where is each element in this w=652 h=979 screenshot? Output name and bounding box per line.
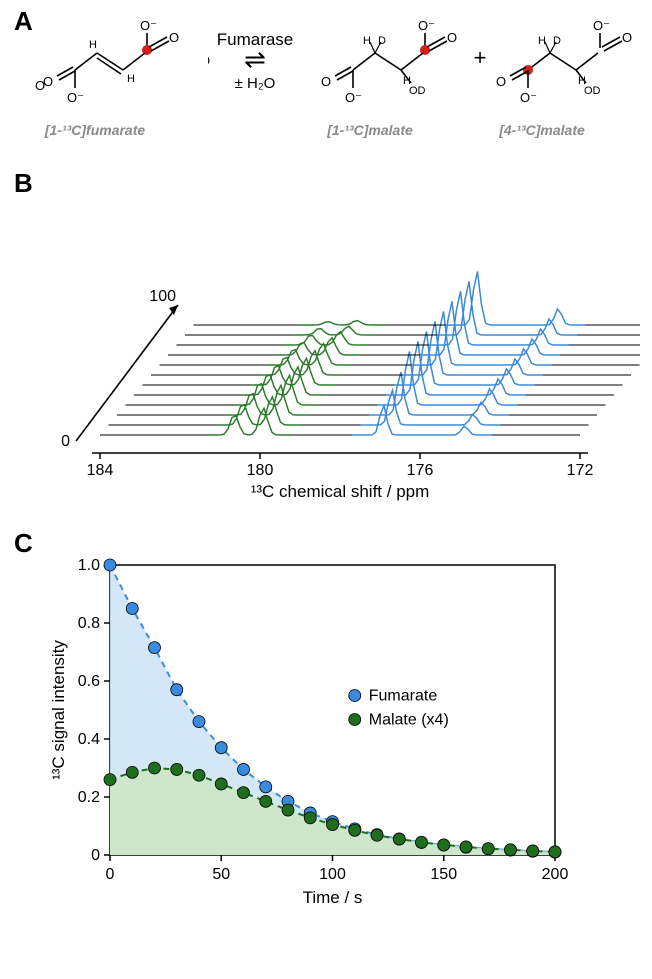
plus-sign: +: [474, 45, 487, 70]
svg-text:0: 0: [106, 866, 115, 883]
svg-text:OD: OD: [409, 85, 426, 97]
svg-text:O: O: [447, 30, 457, 45]
svg-text:176: 176: [407, 462, 434, 479]
svg-text:0: 0: [61, 433, 70, 450]
svg-text:O⁻: O⁻: [67, 90, 84, 105]
svg-text:O⁻: O⁻: [520, 90, 537, 105]
svg-text:O⁻: O⁻: [345, 90, 362, 105]
svg-text:50: 50: [212, 866, 230, 883]
panel-c-chart: 0 50 100 150 200 0 0.2 0.4 0.6 0.8 1.0 Time / s ¹³C …: [40, 555, 640, 935]
equilibrium-arrow-icon: ⇌: [244, 44, 266, 74]
svg-text:O⁻: O⁻: [593, 18, 610, 33]
panel-b-label: B: [14, 168, 33, 199]
svg-text:Time / s: Time / s: [303, 888, 363, 907]
svg-text:O: O: [321, 74, 331, 89]
svg-text:O⁻: O⁻: [418, 18, 435, 33]
svg-text:100: 100: [149, 288, 176, 305]
malate-2-label: [4-¹³C]malate: [472, 122, 612, 138]
svg-text:0.8: 0.8: [78, 615, 100, 632]
malate-1-structure: O⁻ O H OD H D O O⁻: [321, 18, 457, 105]
svg-text:1.0: 1.0: [78, 557, 100, 574]
svg-text:H: H: [363, 35, 371, 47]
svg-text:180: 180: [247, 462, 274, 479]
svg-text:O: O: [496, 74, 506, 89]
svg-text:¹³C chemical shift / ppm: ¹³C chemical shift / ppm: [251, 482, 430, 501]
svg-text:0.6: 0.6: [78, 673, 100, 690]
svg-text:H: H: [127, 73, 135, 85]
svg-text:O: O: [43, 74, 53, 89]
panel-c-label: C: [14, 528, 33, 559]
svg-text:172: 172: [567, 462, 594, 479]
svg-text:150: 150: [430, 866, 457, 883]
svg-text:0.4: 0.4: [78, 731, 100, 748]
svg-text:Fumarate: Fumarate: [369, 688, 438, 705]
svg-text:H: H: [538, 35, 546, 47]
svg-text:100: 100: [319, 866, 346, 883]
reaction-water-label: ± H₂O: [235, 75, 276, 92]
svg-text:O: O: [622, 30, 632, 45]
svg-text:184: 184: [87, 462, 114, 479]
svg-text:¹³C signal intensity: ¹³C signal intensity: [49, 640, 68, 780]
svg-text:H: H: [89, 39, 97, 51]
malate-1-label: [1-¹³C]malate: [300, 122, 440, 138]
svg-text:200: 200: [542, 866, 569, 883]
panel-b-spectra: 0 100 184 180 176 172 ¹³C chemical shift / ppm: [40, 175, 640, 505]
svg-text:0: 0: [91, 847, 100, 864]
svg-text:OD: OD: [584, 85, 601, 97]
svg-text:Malate (x4): Malate (x4): [369, 712, 449, 729]
malate-2-structure: O⁻ O H OD H D O O⁻: [496, 18, 632, 105]
svg-text:O⁻: O⁻: [140, 18, 157, 33]
svg-text:O: O: [169, 30, 179, 45]
svg-text:0.2: 0.2: [78, 789, 100, 806]
fumarate-label: [1-¹³C]fumarate: [20, 122, 170, 138]
